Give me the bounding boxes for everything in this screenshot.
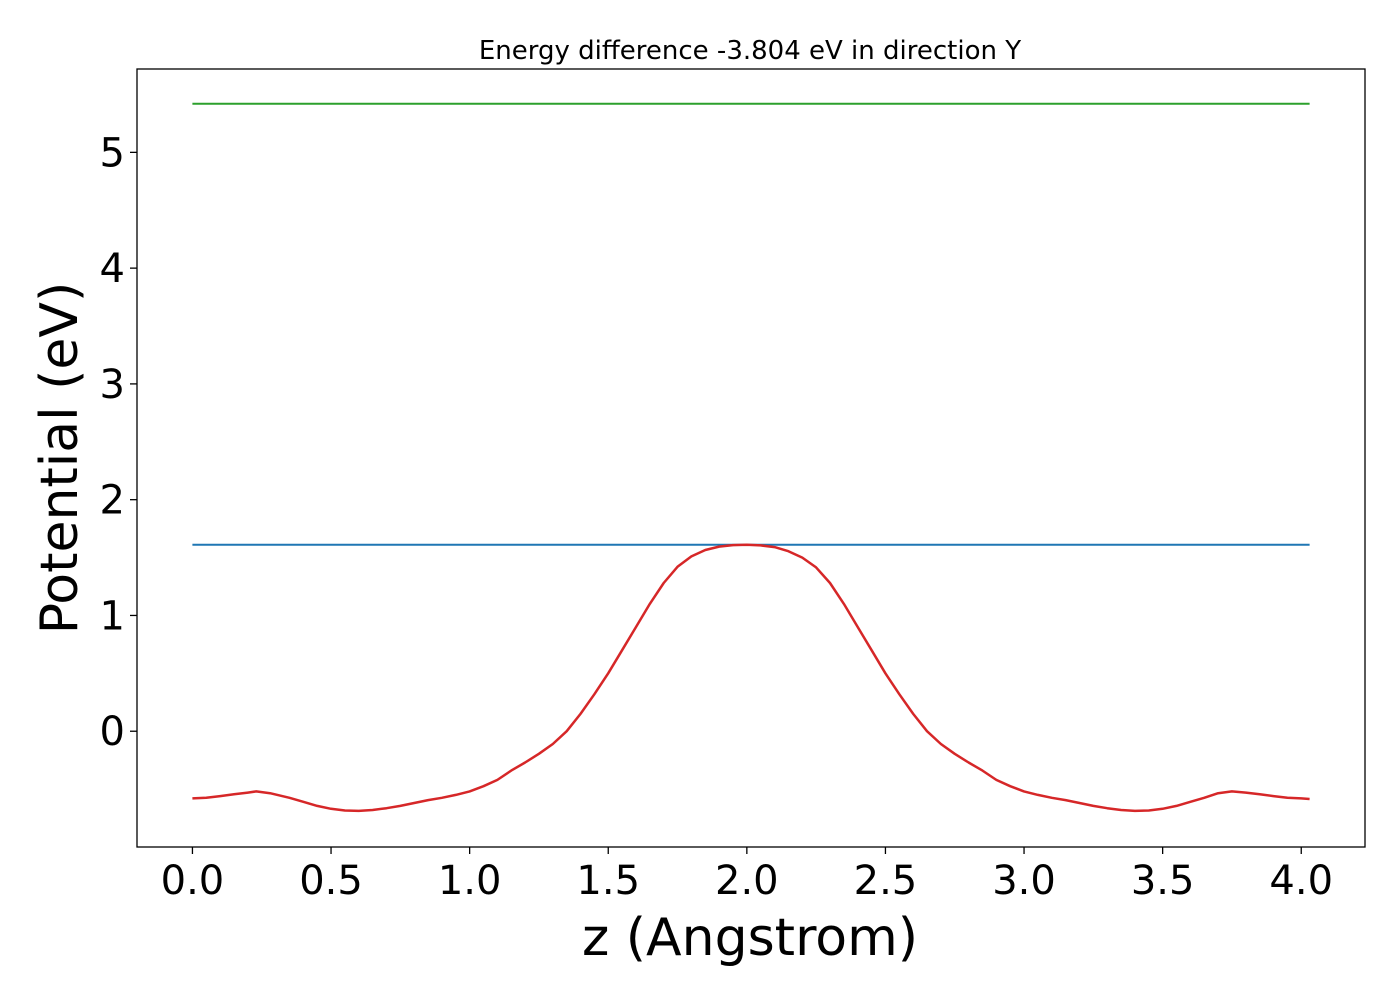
plot-frame — [136, 68, 1366, 848]
plot-area — [192, 102, 1310, 813]
y-tick-label: 1 — [100, 593, 125, 639]
x-tick-label: 4.0 — [1269, 858, 1333, 904]
x-tick-label: 2.5 — [854, 858, 918, 904]
y-tick-label: 5 — [100, 130, 125, 176]
chart-title: Energy difference -3.804 eV in direction… — [479, 36, 1021, 66]
x-tick-label: 1.0 — [438, 858, 502, 904]
x-tick-label: 3.5 — [1131, 858, 1195, 904]
x-axis: 0.0 0.5 1.0 1.5 2.0 2.5 3.0 3.5 4.0 — [161, 847, 1333, 904]
y-axis-label: Potential (eV) — [30, 282, 90, 634]
y-tick-label: 2 — [100, 478, 125, 524]
y-tick-label: 3 — [100, 362, 125, 408]
potential-curve — [192, 543, 1310, 813]
y-axis: 0 1 2 3 4 5 — [100, 130, 137, 755]
x-tick-label: 2.0 — [715, 858, 779, 904]
y-tick-label: 4 — [100, 246, 125, 292]
x-axis-label: z (Angstrom) — [582, 908, 918, 968]
x-tick-label: 0.5 — [299, 858, 363, 904]
x-tick-label: 3.0 — [992, 858, 1056, 904]
x-tick-label: 0.0 — [161, 858, 225, 904]
y-tick-label: 0 — [100, 709, 125, 755]
x-tick-label: 1.5 — [576, 858, 640, 904]
